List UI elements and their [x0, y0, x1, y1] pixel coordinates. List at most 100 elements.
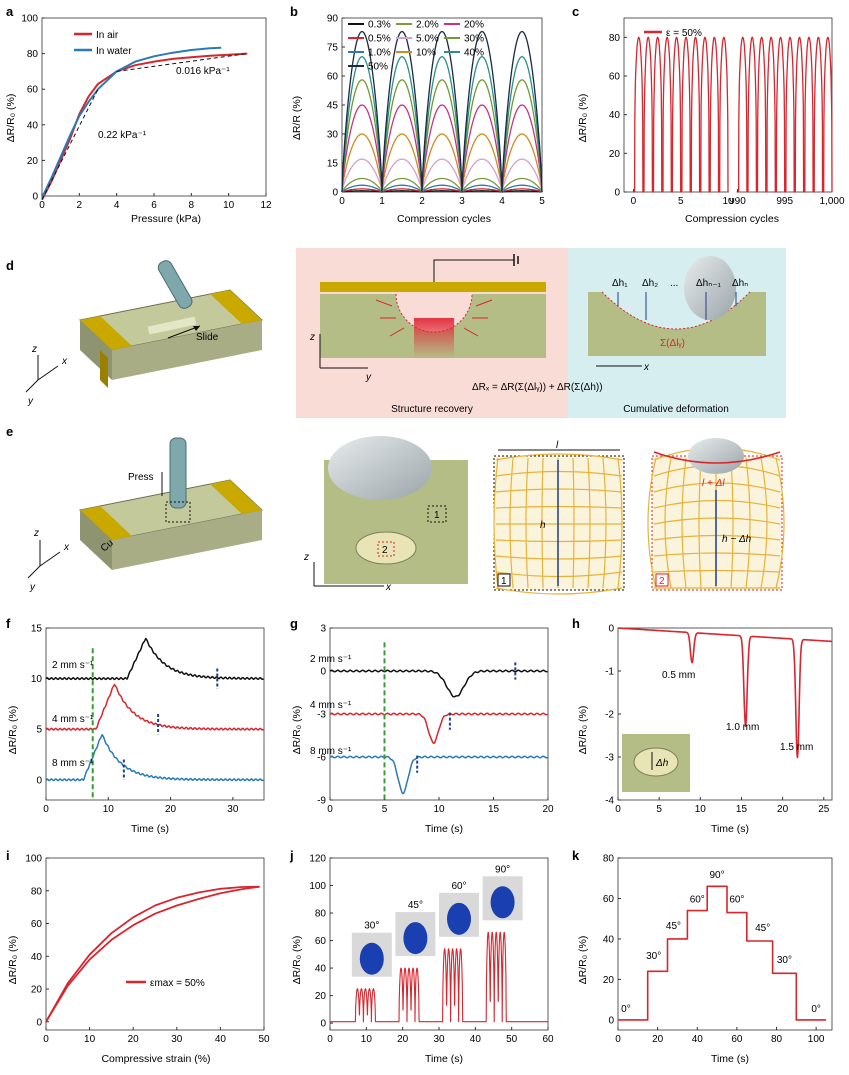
chart-g-ytick-label: 0 [320, 667, 326, 678]
zoom-probe [328, 436, 432, 500]
chart-k-ytick-label: 40 [603, 934, 615, 945]
chart-j-xtick-label: 40 [470, 1034, 482, 1045]
chart-b-xtick-label: 0 [339, 196, 345, 207]
chart-b-ytick-label: 45 [327, 101, 339, 112]
chart-h-ylabel: ΔR/R₀ (%) [577, 706, 589, 755]
grid-2-hline [653, 482, 781, 493]
chart-g-ytick-label: -9 [317, 796, 326, 807]
zoom-axis-x-label: x [385, 582, 392, 593]
chart-a-xlabel: Pressure (kPa) [131, 213, 201, 225]
cumulative-dimple-edge [601, 291, 751, 330]
chart-i-ylabel: ΔR/R₀ (%) [7, 936, 19, 985]
chart-h-ytick-label: 0 [608, 624, 614, 635]
chart-j-glove-0 [359, 942, 384, 975]
grid-2-tag: 2 [659, 576, 665, 587]
chart-j-angle-3: 90° [495, 864, 510, 875]
chart-j-ytick-label: 20 [315, 991, 327, 1002]
chart-k-angle-6: 45° [755, 923, 770, 934]
chart-g: 0 5 10 15 20 -9 -6 -3 0 3 Time (s) ΔR/R₀ (%) 2 mm… [291, 624, 554, 836]
chart-j-xtick-label: 20 [397, 1034, 409, 1045]
chart-j-xtick-label: 30 [433, 1034, 445, 1045]
chart-h-xtick-label: 5 [656, 804, 662, 815]
chart-b-line-4 [341, 158, 543, 193]
chart-h-inset-label: Δh [655, 758, 669, 769]
device-e-zoom-box [165, 501, 191, 523]
chart-h-ytick-label: -4 [605, 796, 614, 807]
chart-a-ytick-label: 100 [21, 14, 38, 25]
chart-h-xtick-label: 25 [818, 804, 830, 815]
chart-b-line-0 [341, 190, 543, 193]
recovery-dimple-edge [395, 293, 473, 333]
chart-k-ytick-label: 20 [603, 975, 615, 986]
grid-2-vline [664, 457, 672, 589]
recovery-arrows [375, 299, 493, 337]
chart-c-xtick-label: 995 [776, 196, 793, 207]
chart-c-xtick-label: 1,000 [819, 196, 844, 207]
chart-f-label-4: 4 mm s⁻¹ [52, 714, 94, 725]
grid-2-probe [688, 438, 744, 474]
axis-y-label: y [27, 396, 34, 407]
grid-2-vline [681, 457, 687, 589]
chart-g-xtick-label: 20 [542, 804, 554, 815]
grid-1-hline [495, 470, 623, 477]
device-e-front-face [80, 510, 112, 570]
chart-a-ytick-label: 60 [27, 85, 39, 96]
chart-c-xtick-label: 10 [722, 196, 734, 207]
chart-g-line-0 [329, 669, 548, 698]
chart-h-xtick-label: 0 [615, 804, 621, 815]
grid-2-hline [653, 534, 781, 541]
chart-f-ytick-label: 10 [31, 674, 43, 685]
chart-f-ytick-label: 0 [36, 775, 42, 786]
chart-k-line [618, 885, 827, 1021]
chart-a-ylabel: ΔR/R₀ (%) [5, 94, 17, 143]
chart-f-frame [45, 627, 265, 801]
chart-b-ylabel: ΔR/R (%) [291, 96, 303, 140]
chart-k-xtick-label: 100 [808, 1034, 825, 1045]
chart-c-ytick-label: 20 [609, 149, 621, 160]
grid-1-tag: 1 [501, 576, 507, 587]
legend-b-label-6: 20% [464, 20, 484, 31]
chart-f-xtick-label: 30 [227, 804, 239, 815]
chart-a-frame [41, 17, 267, 197]
chart-b-ytick-label: 15 [327, 159, 339, 170]
chart-j-line [329, 931, 549, 1023]
chart-j-glove-1 [403, 922, 428, 955]
grid-2-vline [698, 457, 702, 589]
chart-a-xtick-label: 4 [114, 200, 120, 211]
sigma-ly-label: Σ(Δlᵧ) [660, 338, 685, 349]
chart-f-ytick-label: 5 [36, 725, 42, 736]
chart-j-angle-1: 45° [408, 900, 423, 911]
chart-b-line-9 [341, 30, 543, 193]
chart-f-xtick-label: 10 [103, 804, 115, 815]
chart-j-ytick-label: 80 [315, 909, 327, 920]
chart-g-ytick-label: -6 [317, 753, 326, 764]
dh-label-n1: Δhₙ₋₁ [696, 278, 722, 289]
cumulative-probe [684, 256, 736, 320]
chart-h: 0 5 10 15 20 25 -4 -3 -2 -1 0 Time (s) ΔR/R₀ (%) 0… [577, 624, 833, 835]
chart-a-xtick-label: 8 [189, 200, 195, 211]
chart-j-glove-2 [447, 902, 471, 935]
grid-l-dl-arrow [653, 451, 781, 464]
chart-h-line [617, 627, 832, 759]
chart-c-ytick-label: 0 [614, 188, 620, 199]
dh-label-dots: ... [670, 278, 678, 289]
legend-b-label-2: 1.0% [368, 48, 391, 59]
axis-e-y [27, 565, 41, 579]
chart-g-xtick-label: 10 [433, 804, 445, 815]
chart-f-ylabel: ΔR/R₀ (%) [7, 706, 19, 755]
chart-i-frame [45, 857, 265, 1031]
chart-h-label-05: 0.5 mm [662, 670, 695, 681]
chart-k-ytick-label: 80 [603, 854, 615, 865]
chart-a-xtick-label: 0 [39, 200, 45, 211]
chart-c-xtick-label: 0 [631, 196, 637, 207]
chart-c-line-1 [736, 36, 833, 193]
chart-g-label-4: 4 mm s⁻¹ [310, 700, 352, 711]
chart-j-xlabel: Time (s) [425, 1053, 463, 1065]
grid-2-vline [745, 457, 751, 589]
grid-box-1 [493, 455, 625, 591]
chart-j-ytick-label: 120 [309, 854, 326, 865]
chart-b-line-2 [341, 184, 543, 193]
chart-h-label-10: 1.0 mm [726, 722, 759, 733]
grid-2-hline [653, 517, 781, 525]
